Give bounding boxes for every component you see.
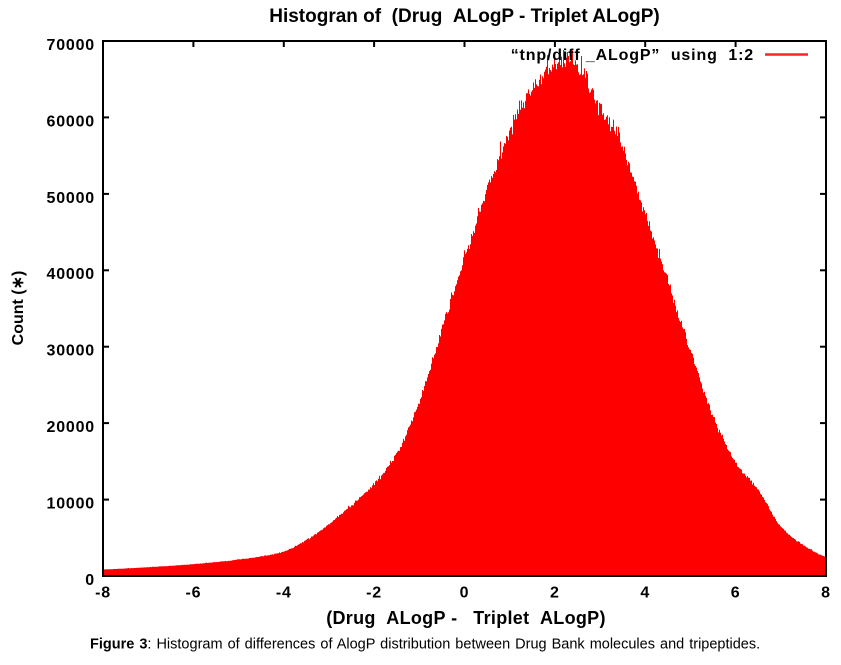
svg-text:-4: -4 [276,585,292,602]
svg-text:(Drug ALogP - Triplet ALog: (Drug ALogP - Triplet ALogP) [326,608,606,628]
svg-text:60000: 60000 [47,113,96,130]
svg-text:2: 2 [550,585,560,602]
svg-text:6: 6 [731,585,741,602]
svg-text:-8: -8 [95,585,111,602]
svg-text:-2: -2 [366,585,382,602]
svg-text:4: 4 [640,585,650,602]
svg-text:10000: 10000 [47,496,96,513]
svg-text:Figure 3: Histogram of differe: Figure 3: Histogram of differences of Al… [90,637,760,653]
svg-text:70000: 70000 [47,37,96,54]
svg-text:20000: 20000 [47,419,96,436]
svg-text:8: 8 [821,585,831,602]
svg-text:0: 0 [85,572,95,589]
svg-text:Histogran of (Drug ALogP - T: Histogran of (Drug ALogP - Triplet ALogP… [269,6,660,27]
svg-text:40000: 40000 [47,266,96,283]
svg-text:-6: -6 [185,585,201,602]
svg-text:0: 0 [460,585,470,602]
svg-text:30000: 30000 [47,343,96,360]
svg-text:50000: 50000 [47,190,96,207]
svg-text:Count (∗): Count (∗) [10,271,27,346]
svg-text:“tnp/diff _ALogP” using 1:2: “tnp/diff _ALogP” using 1:2 [511,47,754,64]
